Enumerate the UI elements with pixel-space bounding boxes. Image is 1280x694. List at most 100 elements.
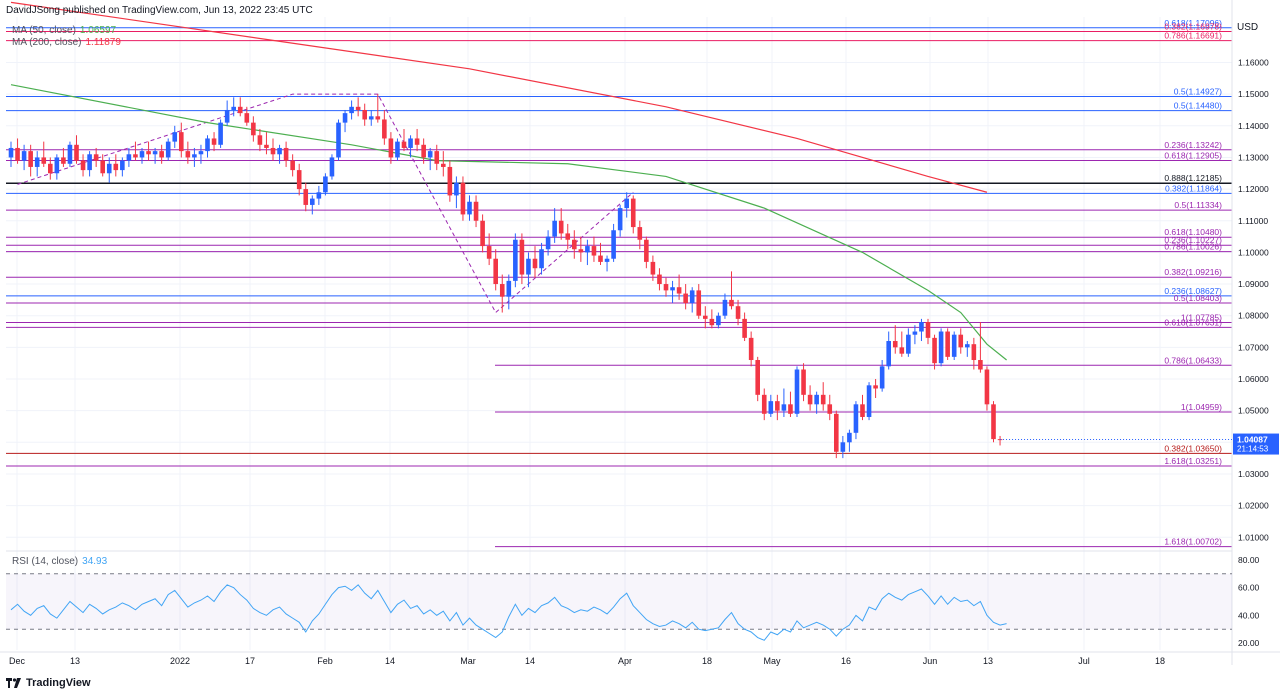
countdown-value: 21:14:53 <box>1237 445 1269 454</box>
candle-body <box>270 147 276 155</box>
candle-body <box>336 122 341 158</box>
candle-body <box>139 151 145 158</box>
candle-body <box>971 344 977 361</box>
price-tick-label: 1.07000 <box>1238 342 1269 352</box>
fib-label: 0.5(1.08403) <box>1174 293 1222 303</box>
candle-body <box>15 147 20 161</box>
time-tick-label: Feb <box>317 656 333 666</box>
fib-label: 0.5(1.14927) <box>1174 86 1222 96</box>
rsi-tick-label: 80.00 <box>1238 555 1260 565</box>
fib-label: 0.236(1.13242) <box>1164 140 1222 150</box>
candle-body <box>539 249 544 269</box>
candle-body <box>683 293 688 304</box>
fib-label: 0.382(1.11864) <box>1165 183 1222 193</box>
time-tick-label: 18 <box>1155 656 1165 666</box>
candle-body <box>591 246 597 256</box>
candle-body <box>283 147 289 161</box>
candle-body <box>689 290 695 304</box>
candle-body <box>866 385 872 417</box>
fib-label: 0.618(1.12905) <box>1164 150 1222 160</box>
candle-body <box>951 334 957 357</box>
rsi-band-fill <box>6 573 1232 630</box>
candle-body <box>513 239 518 281</box>
fib-label: 0.618(1.07631) <box>1164 317 1222 327</box>
candle-body <box>906 334 911 354</box>
candle-body <box>106 163 112 174</box>
rsi-legend[interactable]: RSI (14, close) 34.93 <box>12 556 111 567</box>
candle-body <box>519 239 525 275</box>
candle-body <box>54 157 60 174</box>
candle-body <box>460 182 466 215</box>
candlestick-series <box>8 94 1003 459</box>
rsi-tick-label: 40.00 <box>1238 610 1260 620</box>
candle-body <box>735 306 741 319</box>
candle-body <box>100 160 105 174</box>
fib-label: 0.786(1.06433) <box>1164 355 1222 365</box>
candle-body <box>329 157 335 177</box>
candle-body <box>67 144 73 164</box>
last-price-tag <box>1233 433 1279 455</box>
candle-body <box>499 284 505 297</box>
candle-body <box>768 401 774 414</box>
candle-body <box>61 157 66 164</box>
candle-body <box>368 116 374 120</box>
candle-body <box>87 154 92 171</box>
ma200-line <box>10 1 988 193</box>
price-tick-label: 1.03000 <box>1238 469 1269 479</box>
fibonacci-levels: 0.618(1.17096)0.382(1.16978)0.786(1.1669… <box>6 18 1232 548</box>
candle-body <box>159 151 164 158</box>
candle-body <box>414 138 420 145</box>
tradingview-footer[interactable]: TradingView <box>6 677 91 689</box>
ma50-label: MA (50, close) <box>12 25 76 36</box>
candle-body <box>427 151 433 158</box>
ma50-legend[interactable]: MA (50, close) 1.06597 <box>12 25 120 36</box>
fib-label: 0.236(1.10227) <box>1164 235 1222 245</box>
ma200-legend[interactable]: MA (200, close) 1.11879 <box>12 37 125 48</box>
candle-body <box>185 151 191 158</box>
time-tick-label: 16 <box>841 656 851 666</box>
candle-body <box>820 394 826 405</box>
price-tick-label: 1.08000 <box>1238 311 1269 321</box>
candle-body <box>847 432 852 443</box>
fib-label: 0.382(1.03650) <box>1164 443 1222 453</box>
price-tick-label: 1.14000 <box>1238 121 1269 131</box>
candle-body <box>421 144 426 158</box>
candle-body <box>663 284 669 291</box>
candle-body <box>454 182 459 196</box>
last-price-value: 1.04087 <box>1237 435 1268 445</box>
ma200-label: MA (200, close) <box>12 37 82 48</box>
candle-body <box>218 122 223 145</box>
candle-body <box>41 157 47 164</box>
candle-body <box>644 239 649 262</box>
candle-body <box>611 230 616 259</box>
candle-body <box>729 299 734 307</box>
candle-body <box>493 258 498 285</box>
candle-body <box>925 322 931 338</box>
candle-body <box>21 151 27 161</box>
time-tick-label: Mar <box>460 656 476 666</box>
candle-body <box>48 163 53 174</box>
candle-body <box>775 401 780 411</box>
price-tick-label: 1.02000 <box>1238 501 1269 511</box>
candle-body <box>565 233 571 240</box>
candle-body <box>205 138 210 152</box>
fib-label: 0.618(1.10480) <box>1164 227 1222 237</box>
candle-body <box>486 246 492 259</box>
candle-body <box>984 369 990 405</box>
time-tick-label: 18 <box>702 656 712 666</box>
time-tick-label: Dec <box>9 656 26 666</box>
candle-body <box>617 208 623 231</box>
candle-body <box>945 331 950 357</box>
candle-body <box>932 337 937 364</box>
candle-body <box>441 163 446 167</box>
candle-body <box>198 151 204 155</box>
published-by: DavidJSong published on TradingView.com,… <box>6 5 313 16</box>
candle-body <box>165 141 171 158</box>
ma50-line <box>10 84 1007 361</box>
candle-body <box>781 404 787 411</box>
candle-body <box>28 151 33 167</box>
candle-body <box>919 322 924 332</box>
candle-body <box>264 144 269 148</box>
candle-body <box>257 135 263 145</box>
price-tick-label: 1.15000 <box>1238 89 1269 99</box>
